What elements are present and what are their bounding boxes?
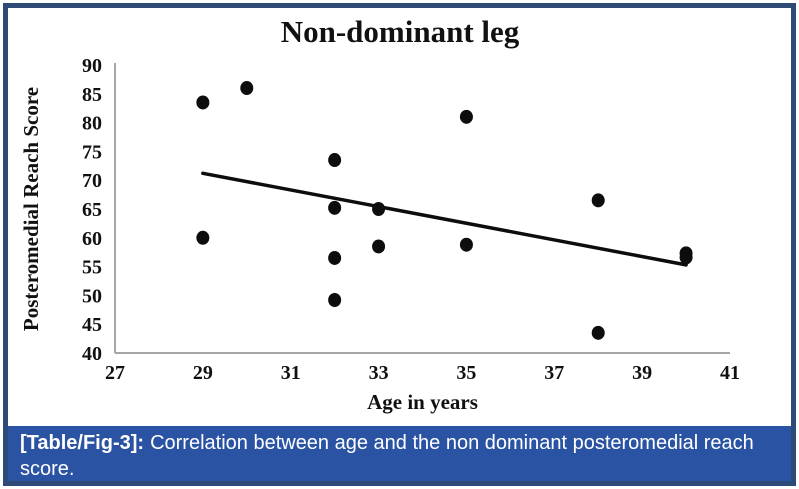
figure-caption: [Table/Fig-3]: Correlation between age an… (8, 426, 791, 481)
y-tick-label: 60 (82, 228, 102, 250)
y-tick-label: 50 (82, 285, 102, 307)
data-point (328, 200, 342, 215)
x-tick-label: 29 (193, 362, 213, 384)
data-point (196, 230, 210, 245)
data-point (328, 293, 342, 308)
x-tick-label: 41 (720, 362, 740, 384)
data-point (591, 325, 605, 340)
caption-text: Correlation between age and the non domi… (20, 432, 754, 480)
scatter-chart: 40 45 50 55 60 65 70 75 80 85 90 27 29 31 33 35 37 39 41 No… (19, 14, 740, 414)
data-point (459, 109, 473, 124)
data-point (372, 239, 386, 254)
trend-line (201, 171, 688, 267)
chart-title: Non-dominant leg (281, 14, 520, 49)
x-axis-title: Age in years (367, 390, 478, 414)
y-tick-label: 40 (82, 343, 102, 365)
caption-label: [Table/Fig-3]: (20, 432, 145, 454)
data-point (328, 250, 342, 265)
data-point (459, 237, 473, 252)
y-tick-label: 55 (82, 257, 102, 279)
data-point (240, 81, 254, 96)
x-tick-label: 33 (369, 362, 389, 384)
data-point (679, 250, 693, 265)
y-tick-label: 90 (82, 55, 102, 77)
data-point (591, 193, 605, 208)
data-point (372, 202, 386, 216)
x-tick-label: 31 (281, 362, 301, 384)
data-point (328, 153, 342, 168)
y-tick-label: 80 (82, 113, 102, 135)
y-tick-label: 65 (82, 199, 102, 221)
x-tick-label: 39 (632, 362, 652, 384)
x-tick-label: 37 (544, 362, 564, 384)
y-tick-label: 75 (82, 141, 102, 163)
y-tick-label: 70 (82, 170, 102, 192)
data-point (196, 95, 210, 110)
x-tick-label: 27 (105, 362, 125, 384)
y-tick-label: 85 (82, 84, 102, 106)
y-tick-label: 45 (82, 314, 102, 336)
x-tick-label: 35 (456, 362, 476, 384)
y-axis-title: Posteromedial Reach Score (19, 87, 43, 331)
